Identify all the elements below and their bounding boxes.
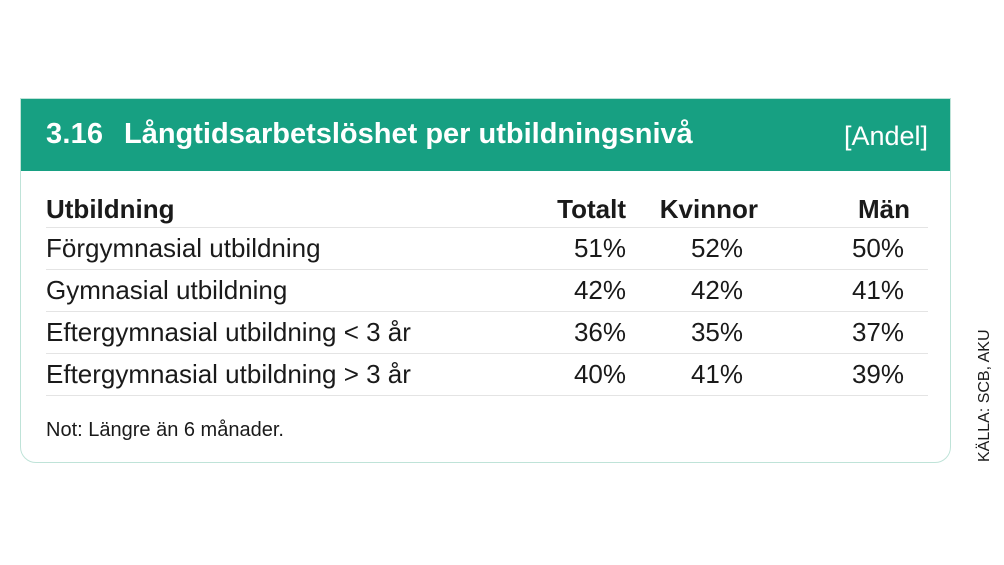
table-number: 3.16 (46, 118, 104, 150)
table-unit: [Andel] (843, 121, 928, 151)
cell-man: 41% (790, 269, 928, 312)
cell-man: 50% (790, 227, 928, 270)
cell-totalt: 51% (498, 227, 650, 270)
data-table: Utbildning Totalt Kvinnor Män Förgymnasi… (46, 191, 928, 396)
table-row: Gymnasial utbildning 42% 42% 41% (46, 269, 928, 312)
column-header-man: Män (790, 191, 928, 228)
cell-kvinnor: 41% (650, 353, 790, 396)
cell-man: 37% (790, 311, 928, 354)
row-label: Eftergymnasial utbildning > 3 år (46, 353, 498, 396)
source-credit: KÄLLA: SCB, AKU (976, 329, 993, 462)
table-header-bar: 3.16 Långtidsarbetslöshet per utbildning… (21, 99, 950, 171)
table-note: Not: Längre än 6 månader. (46, 419, 284, 441)
cell-man: 39% (790, 353, 928, 396)
table-row: Eftergymnasial utbildning > 3 år 40% 41%… (46, 353, 928, 396)
table-header-row: Utbildning Totalt Kvinnor Män (46, 191, 928, 228)
table-title: Långtidsarbetslöshet per utbildningsnivå (124, 118, 693, 150)
table-row: Förgymnasial utbildning 51% 52% 50% (46, 227, 928, 270)
cell-totalt: 42% (498, 269, 650, 312)
column-header-utbildning: Utbildning (46, 191, 498, 228)
table-row: Eftergymnasial utbildning < 3 år 36% 35%… (46, 311, 928, 354)
column-header-kvinnor: Kvinnor (650, 191, 790, 228)
cell-totalt: 40% (498, 353, 650, 396)
cell-kvinnor: 35% (650, 311, 790, 354)
column-header-totalt: Totalt (498, 191, 650, 228)
row-label: Gymnasial utbildning (46, 269, 498, 312)
row-label: Förgymnasial utbildning (46, 227, 498, 270)
cell-kvinnor: 52% (650, 227, 790, 270)
table-card: 3.16 Långtidsarbetslöshet per utbildning… (20, 98, 951, 463)
cell-totalt: 36% (498, 311, 650, 354)
cell-kvinnor: 42% (650, 269, 790, 312)
row-label: Eftergymnasial utbildning < 3 år (46, 311, 498, 354)
